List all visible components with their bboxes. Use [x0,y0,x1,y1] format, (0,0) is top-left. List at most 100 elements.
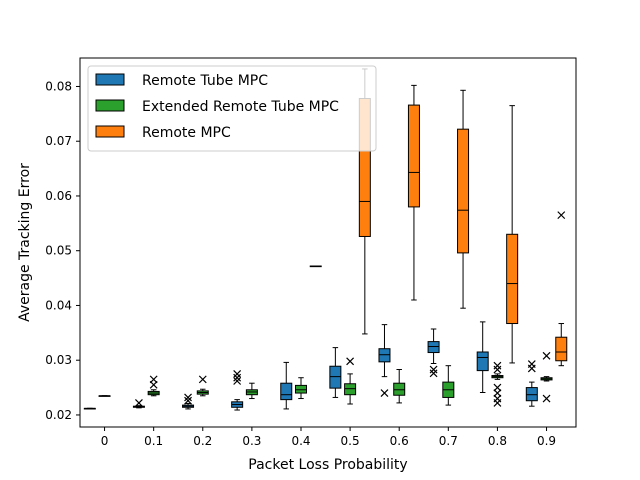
outlier-stroke [149,375,158,384]
legend-item: Remote MPC [95,125,231,141]
plot-area [83,68,568,411]
outlier-marker [184,396,192,405]
outlier-marker [542,394,551,403]
y-axis: 0.02 0.03 0.04 0.05 0.06 0.07 0.08 [45,79,80,422]
x-tick-label: 0.3 [242,434,261,448]
box-plot-item [525,360,538,407]
box [476,351,489,372]
outlier-marker [429,365,438,374]
box-plot-item [427,328,440,378]
box-plot-item [309,265,322,268]
box-plot-item [147,375,160,397]
outlier-stroke [493,383,502,392]
box [393,382,406,396]
box-plot-item [393,369,406,404]
y-tick-label: 0.03 [45,353,72,367]
legend-item: Remote Tube MPC [95,73,268,89]
x-tick-label: 0.2 [193,434,212,448]
x-tick-label: 0 [101,434,109,448]
box-plot-item [294,377,307,400]
axes-frame [79,57,577,428]
legend-label: Extended Remote Tube MPC [142,99,339,115]
box-plot-item [457,89,470,309]
box-plot-item [442,365,455,406]
x-axis: 0 0.1 0.2 0.3 0.4 0.5 0.6 0.7 0.8 0.9 [101,427,556,448]
x-tick-label: 0.5 [341,434,360,448]
outlier-marker [542,351,551,360]
outlier-stroke [429,365,438,374]
box-plot-item [540,351,553,403]
box [427,341,440,354]
box-plot-item [83,407,96,410]
outlier-stroke [184,393,192,402]
outlier-stroke [346,357,355,366]
x-tick-label: 0.8 [488,434,507,448]
legend-label: Remote MPC [142,125,231,141]
x-tick-label: 0.9 [537,434,556,448]
outlier-marker [527,360,536,368]
x-tick-label: 0.7 [439,434,458,448]
outlier-marker [198,375,207,384]
y-tick-label: 0.04 [45,298,72,312]
x-axis-label: Packet Loss Probability [248,457,407,473]
box [294,384,307,394]
box-plot-item [98,395,111,397]
outlier-stroke [198,375,207,384]
outlier-marker [557,211,566,220]
box [525,387,538,402]
box-plot-item [196,375,209,397]
x-tick-label: 0.6 [390,434,409,448]
y-tick-label: 0.06 [45,189,72,203]
outlier-stroke [493,361,502,370]
box-plot-item [245,382,258,400]
outlier-stroke [233,377,242,385]
box [280,382,293,401]
box [457,128,470,254]
box [555,336,568,362]
legend-swatch [95,73,125,86]
series-2 [147,351,553,407]
outlier-stroke [542,351,551,360]
outlier-stroke [527,360,536,368]
series-1 [83,321,538,411]
box-plot-item [329,347,342,398]
outlier-stroke [557,211,566,220]
box [344,383,357,396]
box-plot-item [231,369,244,411]
box-plot-item [378,324,391,397]
box-plot-item [182,393,195,410]
box [506,233,519,325]
box-plot-item [555,211,568,367]
x-tick-label: 0.4 [291,434,310,448]
box-plot-item [476,321,489,394]
box-plot-item [132,398,145,409]
box [407,104,420,208]
outlier-marker [346,357,355,366]
box [329,365,342,389]
x-tick-label: 0.1 [144,434,163,448]
y-axis-label: Average Tracking Error [17,163,33,322]
y-tick-label: 0.08 [45,79,72,93]
legend-box [87,65,377,152]
legend: Remote Tube MPC Extended Remote Tube MPC R… [87,65,377,152]
legend-item: Extended Remote Tube MPC [95,99,339,115]
box-plot-item [280,361,293,410]
box-plot-item [491,361,504,407]
outlier-stroke [542,394,551,403]
outlier-marker [380,389,389,397]
outlier-marker [233,369,242,378]
box-plot-item [506,105,519,364]
legend-swatch [95,99,125,112]
legend-label: Remote Tube MPC [142,73,268,89]
box-plot-item [407,84,420,301]
outlier-marker [233,377,242,385]
outlier-marker [493,383,502,392]
outlier-stroke [380,389,389,397]
y-tick-label: 0.05 [45,244,72,258]
outlier-marker [184,393,192,402]
y-tick-label: 0.02 [45,408,72,422]
outlier-stroke [184,396,192,405]
box [378,348,391,363]
series-3 [98,68,568,397]
